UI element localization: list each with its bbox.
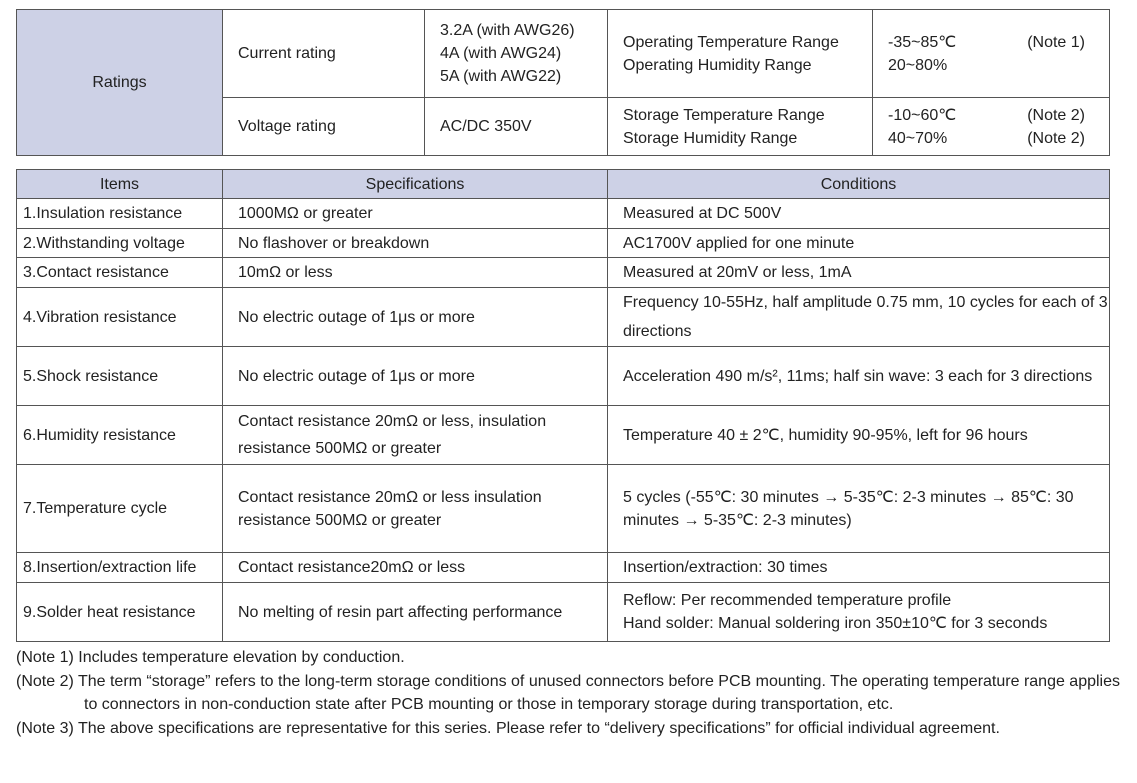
table-row: 1.Insulation resistance 1000MΩ or greater…: [16, 198, 1110, 229]
item-cell: 6.Humidity resistance: [16, 405, 223, 465]
note-3: (Note 3) The above specifications are re…: [16, 719, 1000, 737]
table-row: 4.Vibration resistance No electric outage…: [16, 287, 1110, 347]
current-rating-label: Current rating: [222, 9, 425, 98]
item-cell: 1.Insulation resistance: [16, 198, 223, 229]
item-cell: 8.Insertion/extraction life: [16, 552, 223, 583]
item-cell: 7.Temperature cycle: [16, 464, 223, 553]
item-cell: 9.Solder heat resistance: [16, 582, 223, 642]
condition-cell: Insertion/extraction: 30 times: [607, 552, 1110, 583]
header-items: Items: [16, 169, 223, 199]
specification-cell: 1000MΩ or greater: [222, 198, 608, 229]
header-specifications: Specifications: [222, 169, 608, 199]
condition-cell: Reflow: Per recommended temperature prof…: [607, 582, 1110, 642]
specification-cell: 10mΩ or less: [222, 257, 608, 288]
condition-cell: Acceleration 490 m/s², 11ms; half sin wa…: [607, 346, 1110, 406]
table-row: 9.Solder heat resistance No melting of re…: [16, 582, 1110, 642]
item-cell: 2.Withstanding voltage: [16, 228, 223, 258]
condition-cell: 5 cycles (-55℃: 30 minutes → 5-35℃: 2-3 …: [607, 464, 1110, 553]
voltage-rating-label: Voltage rating: [222, 97, 425, 156]
note-1: (Note 1) Includes temperature elevation …: [16, 649, 405, 666]
table-row: 3.Contact resistance 10mΩ or less Measured…: [16, 257, 1110, 288]
item-cell: 4.Vibration resistance: [16, 287, 223, 347]
storage-values: -10~60℃ (Note 2) 40~70% (Note 2): [872, 97, 1110, 156]
specifications-table: Items Specifications Conditions 1.Insula…: [16, 169, 1110, 642]
note-2: (Note 2) The term “storage” refers to th…: [16, 672, 1121, 714]
specification-cell: No electric outage of 1μs or more: [222, 287, 608, 347]
ratings-label: Ratings: [16, 9, 223, 156]
condition-cell: Frequency 10-55Hz, half amplitude 0.75 m…: [607, 287, 1110, 347]
table-row: 5.Shock resistance No electric outage of …: [16, 346, 1110, 406]
condition-cell: Measured at DC 500V: [607, 198, 1110, 229]
table-row: 6.Humidity resistance Contact resistance …: [16, 405, 1110, 465]
condition-cell: AC1700V applied for one minute: [607, 228, 1110, 258]
specification-cell: Contact resistance 20mΩ or less, insulat…: [222, 405, 608, 465]
specification-cell: No melting of resin part affecting perfo…: [222, 582, 608, 642]
specification-cell: No electric outage of 1μs or more: [222, 346, 608, 406]
ratings-table: Ratings Current rating 3.2A (with AWG26)…: [16, 9, 1110, 156]
table-row: 2.Withstanding voltage No flashover or br…: [16, 228, 1110, 258]
header-conditions: Conditions: [607, 169, 1110, 199]
item-cell: 3.Contact resistance: [16, 257, 223, 288]
specification-cell: Contact resistance20mΩ or less: [222, 552, 608, 583]
table-row: 8.Insertion/extraction life Contact resis…: [16, 552, 1110, 583]
voltage-rating-value: AC/DC 350V: [424, 97, 608, 156]
table-header-row: Items Specifications Conditions: [16, 169, 1110, 199]
condition-cell: Temperature 40 ± 2℃, humidity 90-95%, le…: [607, 405, 1110, 465]
operating-labels: Operating Temperature Range Operating Hum…: [607, 9, 873, 98]
specification-cell: Contact resistance 20mΩ or less insulati…: [222, 464, 608, 553]
item-cell: 5.Shock resistance: [16, 346, 223, 406]
operating-values: -35~85℃ (Note 1) 20~80%: [872, 9, 1110, 98]
notes: (Note 1) Includes temperature elevation …: [16, 646, 1126, 740]
current-rating-values: 3.2A (with AWG26) 4A (with AWG24) 5A (with…: [424, 9, 608, 98]
storage-labels: Storage Temperature Range Storage Humidit…: [607, 97, 873, 156]
condition-cell: Measured at 20mV or less, 1mA: [607, 257, 1110, 288]
table-row: 7.Temperature cycle Contact resistance 20…: [16, 464, 1110, 553]
specification-cell: No flashover or breakdown: [222, 228, 608, 258]
